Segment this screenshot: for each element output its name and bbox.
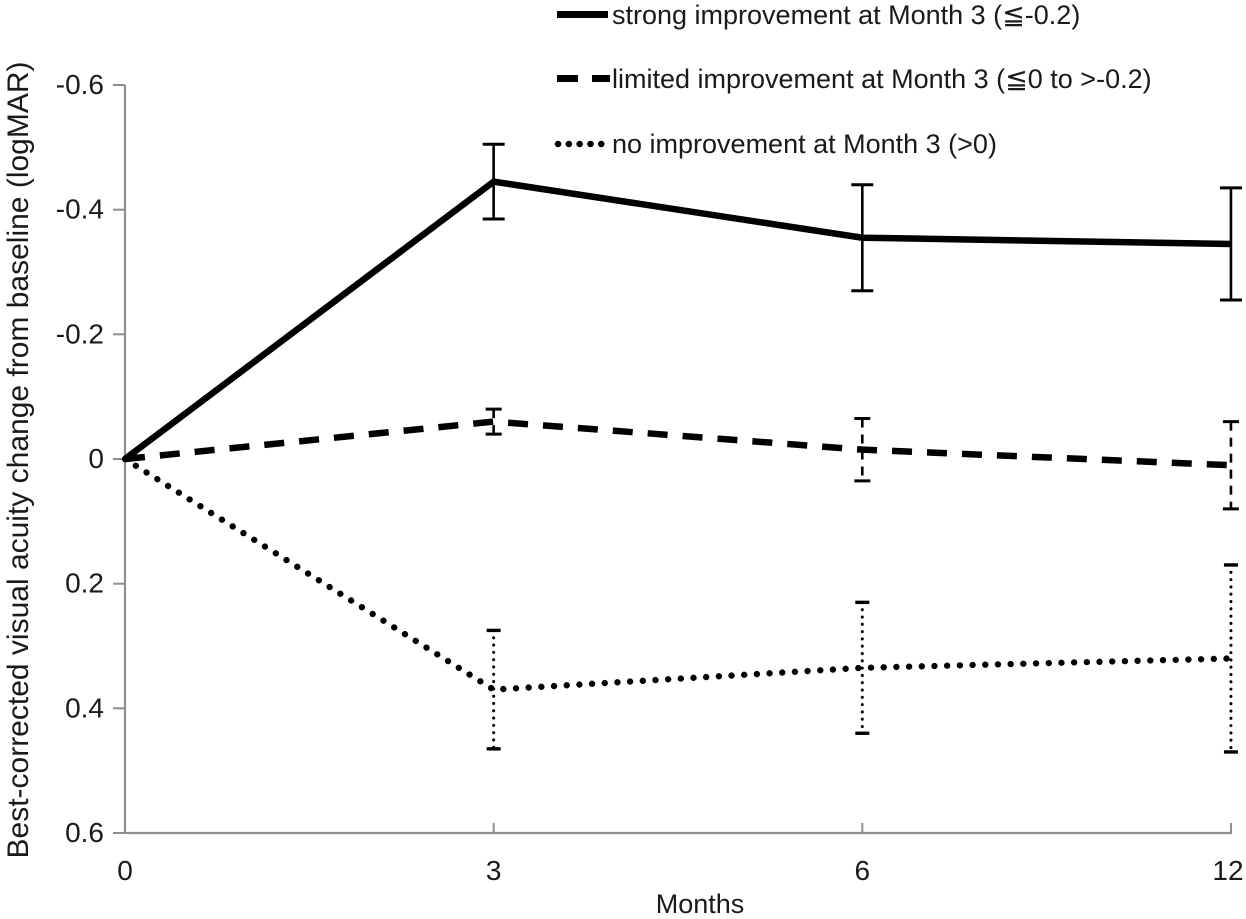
x-tick-label: 12 [1212, 855, 1243, 886]
y-tick-label: 0.4 [65, 692, 104, 723]
x-tick-marks [492, 823, 1232, 833]
series-line-dashed [124, 418, 1232, 469]
series-line-solid [123, 178, 1232, 462]
x-tick-labels: 0 3 6 12 [117, 855, 1243, 886]
y-tick-label: 0.2 [65, 568, 104, 599]
y-tick-label: -0.4 [56, 194, 104, 225]
y-tick-marks [113, 84, 125, 834]
series-line-dotted [121, 455, 1235, 693]
legend-label: no improvement at Month 3 (>0) [612, 129, 997, 159]
series-layer [121, 142, 1242, 754]
x-tick-label: 6 [855, 855, 871, 886]
y-tick-labels: -0.6 -0.4 -0.2 0 0.2 0.4 0.6 [56, 69, 104, 848]
x-tick-label: 3 [486, 855, 502, 886]
legend-label: limited improvement at Month 3 (≦0 to >-… [612, 64, 1152, 94]
x-axis-title: Months [656, 889, 745, 919]
legend-label: strong improvement at Month 3 (≦-0.2) [612, 0, 1080, 30]
x-tick-label: 0 [117, 855, 133, 886]
y-axis-title: Best-corrected visual acuity change from… [2, 61, 35, 858]
y-tick-label: 0 [88, 443, 104, 474]
y-tick-label: -0.6 [56, 69, 104, 100]
y-tick-label: 0.6 [65, 817, 104, 848]
y-tick-label: -0.2 [56, 318, 104, 349]
legend: strong improvement at Month 3 (≦-0.2) li… [554, 0, 1152, 159]
